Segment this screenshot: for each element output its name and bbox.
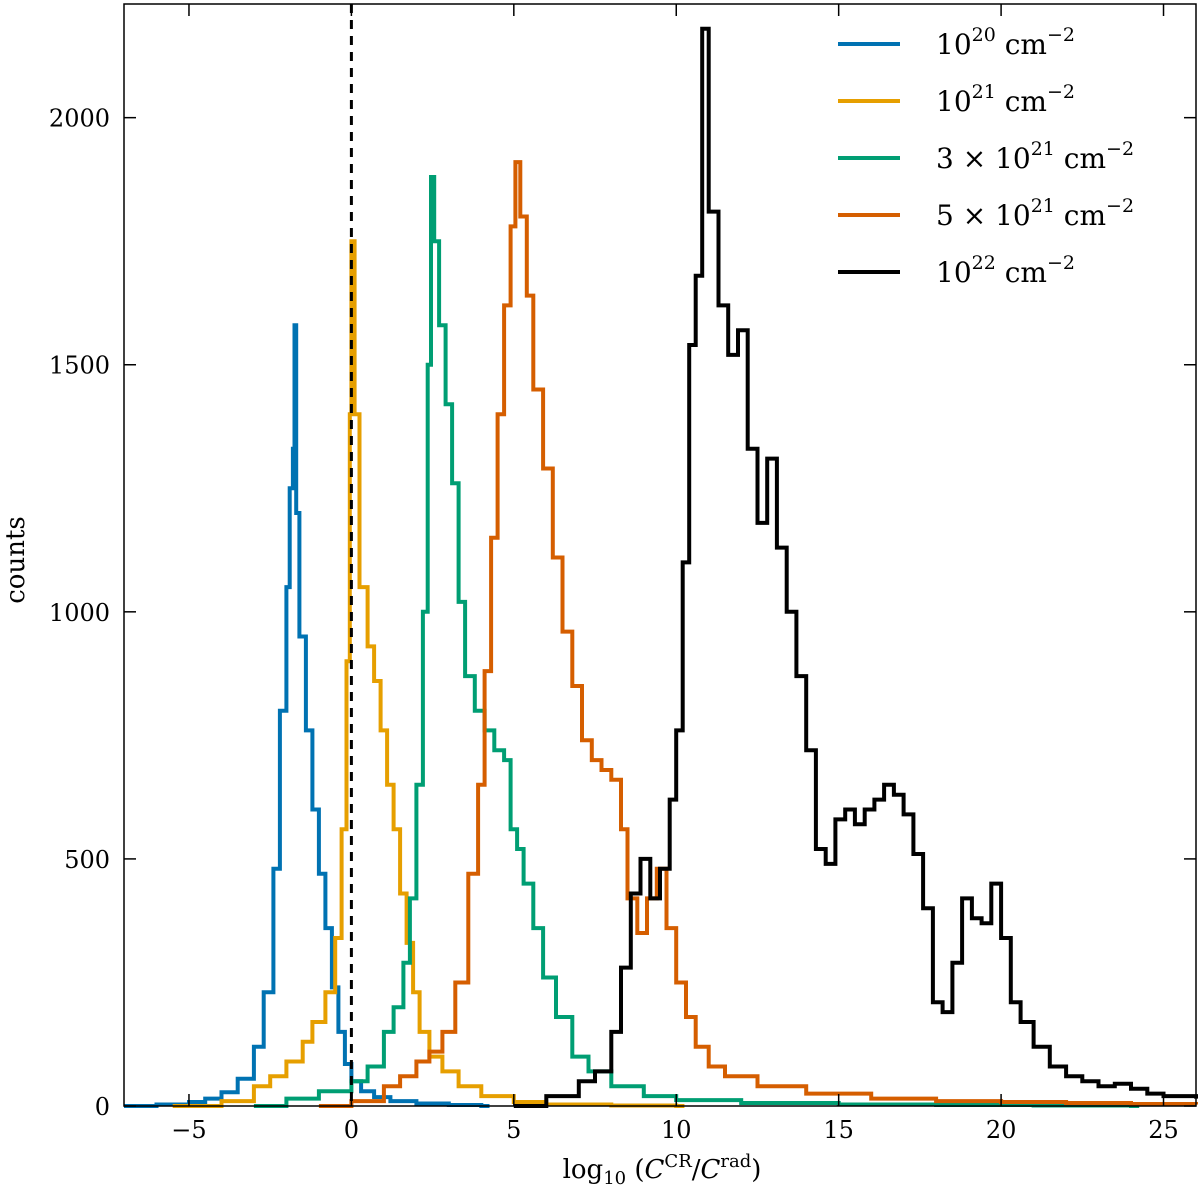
series-line-2 <box>253 175 1140 1108</box>
y-tick-label: 1000 <box>49 599 110 627</box>
series-line-3 <box>318 160 1198 1108</box>
legend-label-3: 5 × 1021 cm−2 <box>936 195 1134 232</box>
legend-label-4: 1022 cm−2 <box>936 252 1075 289</box>
y-tick-label: 2000 <box>49 105 110 133</box>
x-tick-label: 10 <box>661 1116 692 1144</box>
y-axis-label: counts <box>1 516 31 604</box>
x-tick-label: 20 <box>986 1116 1017 1144</box>
x-tick-label: 15 <box>823 1116 854 1144</box>
y-tick-label: 0 <box>95 1093 110 1121</box>
x-tick-label: 5 <box>506 1116 521 1144</box>
y-tick-label: 500 <box>64 846 110 874</box>
legend-label-1: 1021 cm−2 <box>936 81 1075 118</box>
x-tick-label: 25 <box>1148 1116 1179 1144</box>
series-layer <box>124 26 1198 1108</box>
series-line-4 <box>513 26 1198 1108</box>
x-axis-label: log10 (CCR/Crad) <box>563 1151 762 1189</box>
axis-ticks: −5 0 5 10 15 20 25 0 500 1000 1500 2000 <box>49 4 1196 1144</box>
legend: 1020 cm−2 1021 cm−2 3 × 1021 cm−2 5 × 1021 … <box>838 24 1134 289</box>
legend-label-2: 3 × 1021 cm−2 <box>936 138 1134 175</box>
series-line-0 <box>124 323 490 1108</box>
x-tick-label: 0 <box>344 1116 359 1144</box>
y-tick-label: 1500 <box>49 352 110 380</box>
legend-label-0: 1020 cm−2 <box>936 24 1075 61</box>
x-tick-label: −5 <box>171 1116 206 1144</box>
plot-frame <box>123 3 1197 1107</box>
series-line-1 <box>172 239 685 1108</box>
